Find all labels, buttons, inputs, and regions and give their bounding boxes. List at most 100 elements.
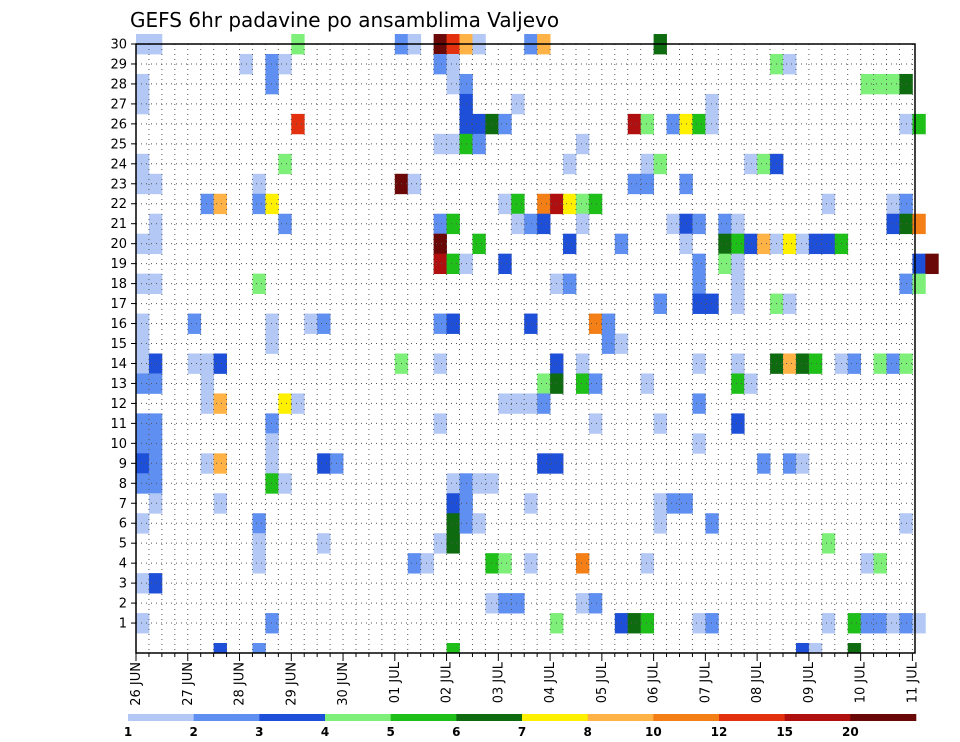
heatmap-cell [653,293,667,314]
heatmap-cells [136,34,939,653]
colorbar: 1 2 3 4 5 6 7 8 10 12 15 20 [124,714,917,739]
heatmap-cell [446,133,460,155]
heatmap-cell [537,193,551,215]
y-tick-label: 29 [110,57,127,72]
heatmap-cell [485,113,499,135]
heatmap-cell [446,473,460,494]
heatmap-cell [498,553,512,574]
heatmap-cell [563,273,577,294]
heatmap-cell [265,313,279,334]
heatmap-cell [653,513,667,534]
heatmap-cell [563,193,577,215]
heatmap-cell [148,413,163,434]
heatmap-cell [148,353,163,374]
x-tick-label: 27 JUN [181,662,196,706]
heatmap-cell [588,413,603,434]
heatmap-cell [588,193,603,215]
heatmap-cell [278,53,292,75]
colorbar-label: 4 [321,725,329,739]
colorbar-label: 7 [518,725,526,739]
heatmap-cell [433,53,447,75]
colorbar-segment [390,714,457,721]
y-tick-label: 13 [110,377,127,392]
heatmap-cell [265,453,279,474]
heatmap-cell [627,113,642,135]
y-tick-label: 26 [110,117,127,132]
y-tick-label: 30 [110,38,127,53]
heatmap-cell [821,533,836,554]
heatmap-cell [575,133,590,155]
heatmap-cell [407,173,422,195]
chart-title: GEFS 6hr padavine po ansamblima Valjevo [130,8,559,32]
heatmap-cell [731,213,745,235]
x-tick-label: 26 JUN [129,662,144,706]
heatmap-cell [148,273,163,294]
heatmap-cell [524,313,538,334]
heatmap-cell [575,553,590,574]
colorbar-segment [456,714,523,721]
heatmap-cell [265,433,279,454]
heatmap-cell [136,93,150,115]
heatmap-cell [537,373,551,394]
heatmap-cell [498,253,512,275]
x-tick-label: 01 JUL [388,661,403,703]
colorbar-label: 5 [386,725,394,739]
heatmap-cell [446,513,460,534]
heatmap-cell [304,313,318,334]
heatmap-cell [575,213,590,235]
heatmap-cell [446,643,460,653]
heatmap-cell [666,493,680,514]
heatmap-cell [821,613,836,634]
heatmap-cell [588,313,603,334]
heatmap-cell [783,233,797,255]
x-tick-label: 07 JUL [698,661,713,703]
y-tick-label: 25 [110,137,127,152]
y-tick-label: 27 [110,97,127,112]
heatmap-cell [692,433,706,454]
colorbar-segment [653,714,720,721]
heatmap-cell [640,153,655,175]
heatmap-cell [136,153,150,175]
heatmap-cell [278,473,292,494]
heatmap-cell [860,73,874,95]
heatmap-cell [317,313,331,334]
heatmap-cell [278,213,292,235]
heatmap-cell [407,553,422,574]
y-tick-label: 18 [110,277,127,292]
heatmap-cell [136,613,150,634]
heatmap-cell [808,233,823,255]
colorbar-segment [784,714,851,721]
x-tick-label: 08 JUL [750,661,765,703]
x-tick-label: 04 JUL [543,661,558,703]
heatmap-cell [925,253,939,275]
heatmap-cell [200,373,215,394]
heatmap-cell [873,353,887,374]
heatmap-cell [640,613,655,634]
heatmap-cell [136,373,150,394]
heatmap-cell [653,153,667,175]
heatmap-cell [537,213,551,235]
heatmap-cell [563,153,577,175]
heatmap-cell [627,173,642,195]
heatmap-cell [498,593,512,614]
heatmap-cell [873,73,887,95]
heatmap-cell [446,253,460,275]
heatmap-cell [601,313,616,334]
heatmap-cell [433,233,447,255]
heatmap-cell [433,213,447,235]
heatmap-cell [265,473,279,494]
colorbar-segment [128,714,194,721]
heatmap-cell [148,213,163,235]
heatmap-cell [511,593,525,614]
heatmap-cell [808,643,823,653]
colorbar-label: 1 [124,725,132,739]
heatmap-cell [485,593,499,614]
y-tick-label: 22 [110,197,127,212]
heatmap-cell [446,73,460,95]
heatmap-cell [847,643,862,653]
heatmap-cell [472,233,486,255]
heatmap-cell [446,313,460,334]
heatmap-cell [757,233,771,255]
heatmap-cell [575,193,590,215]
colorbar-segment [259,714,326,721]
